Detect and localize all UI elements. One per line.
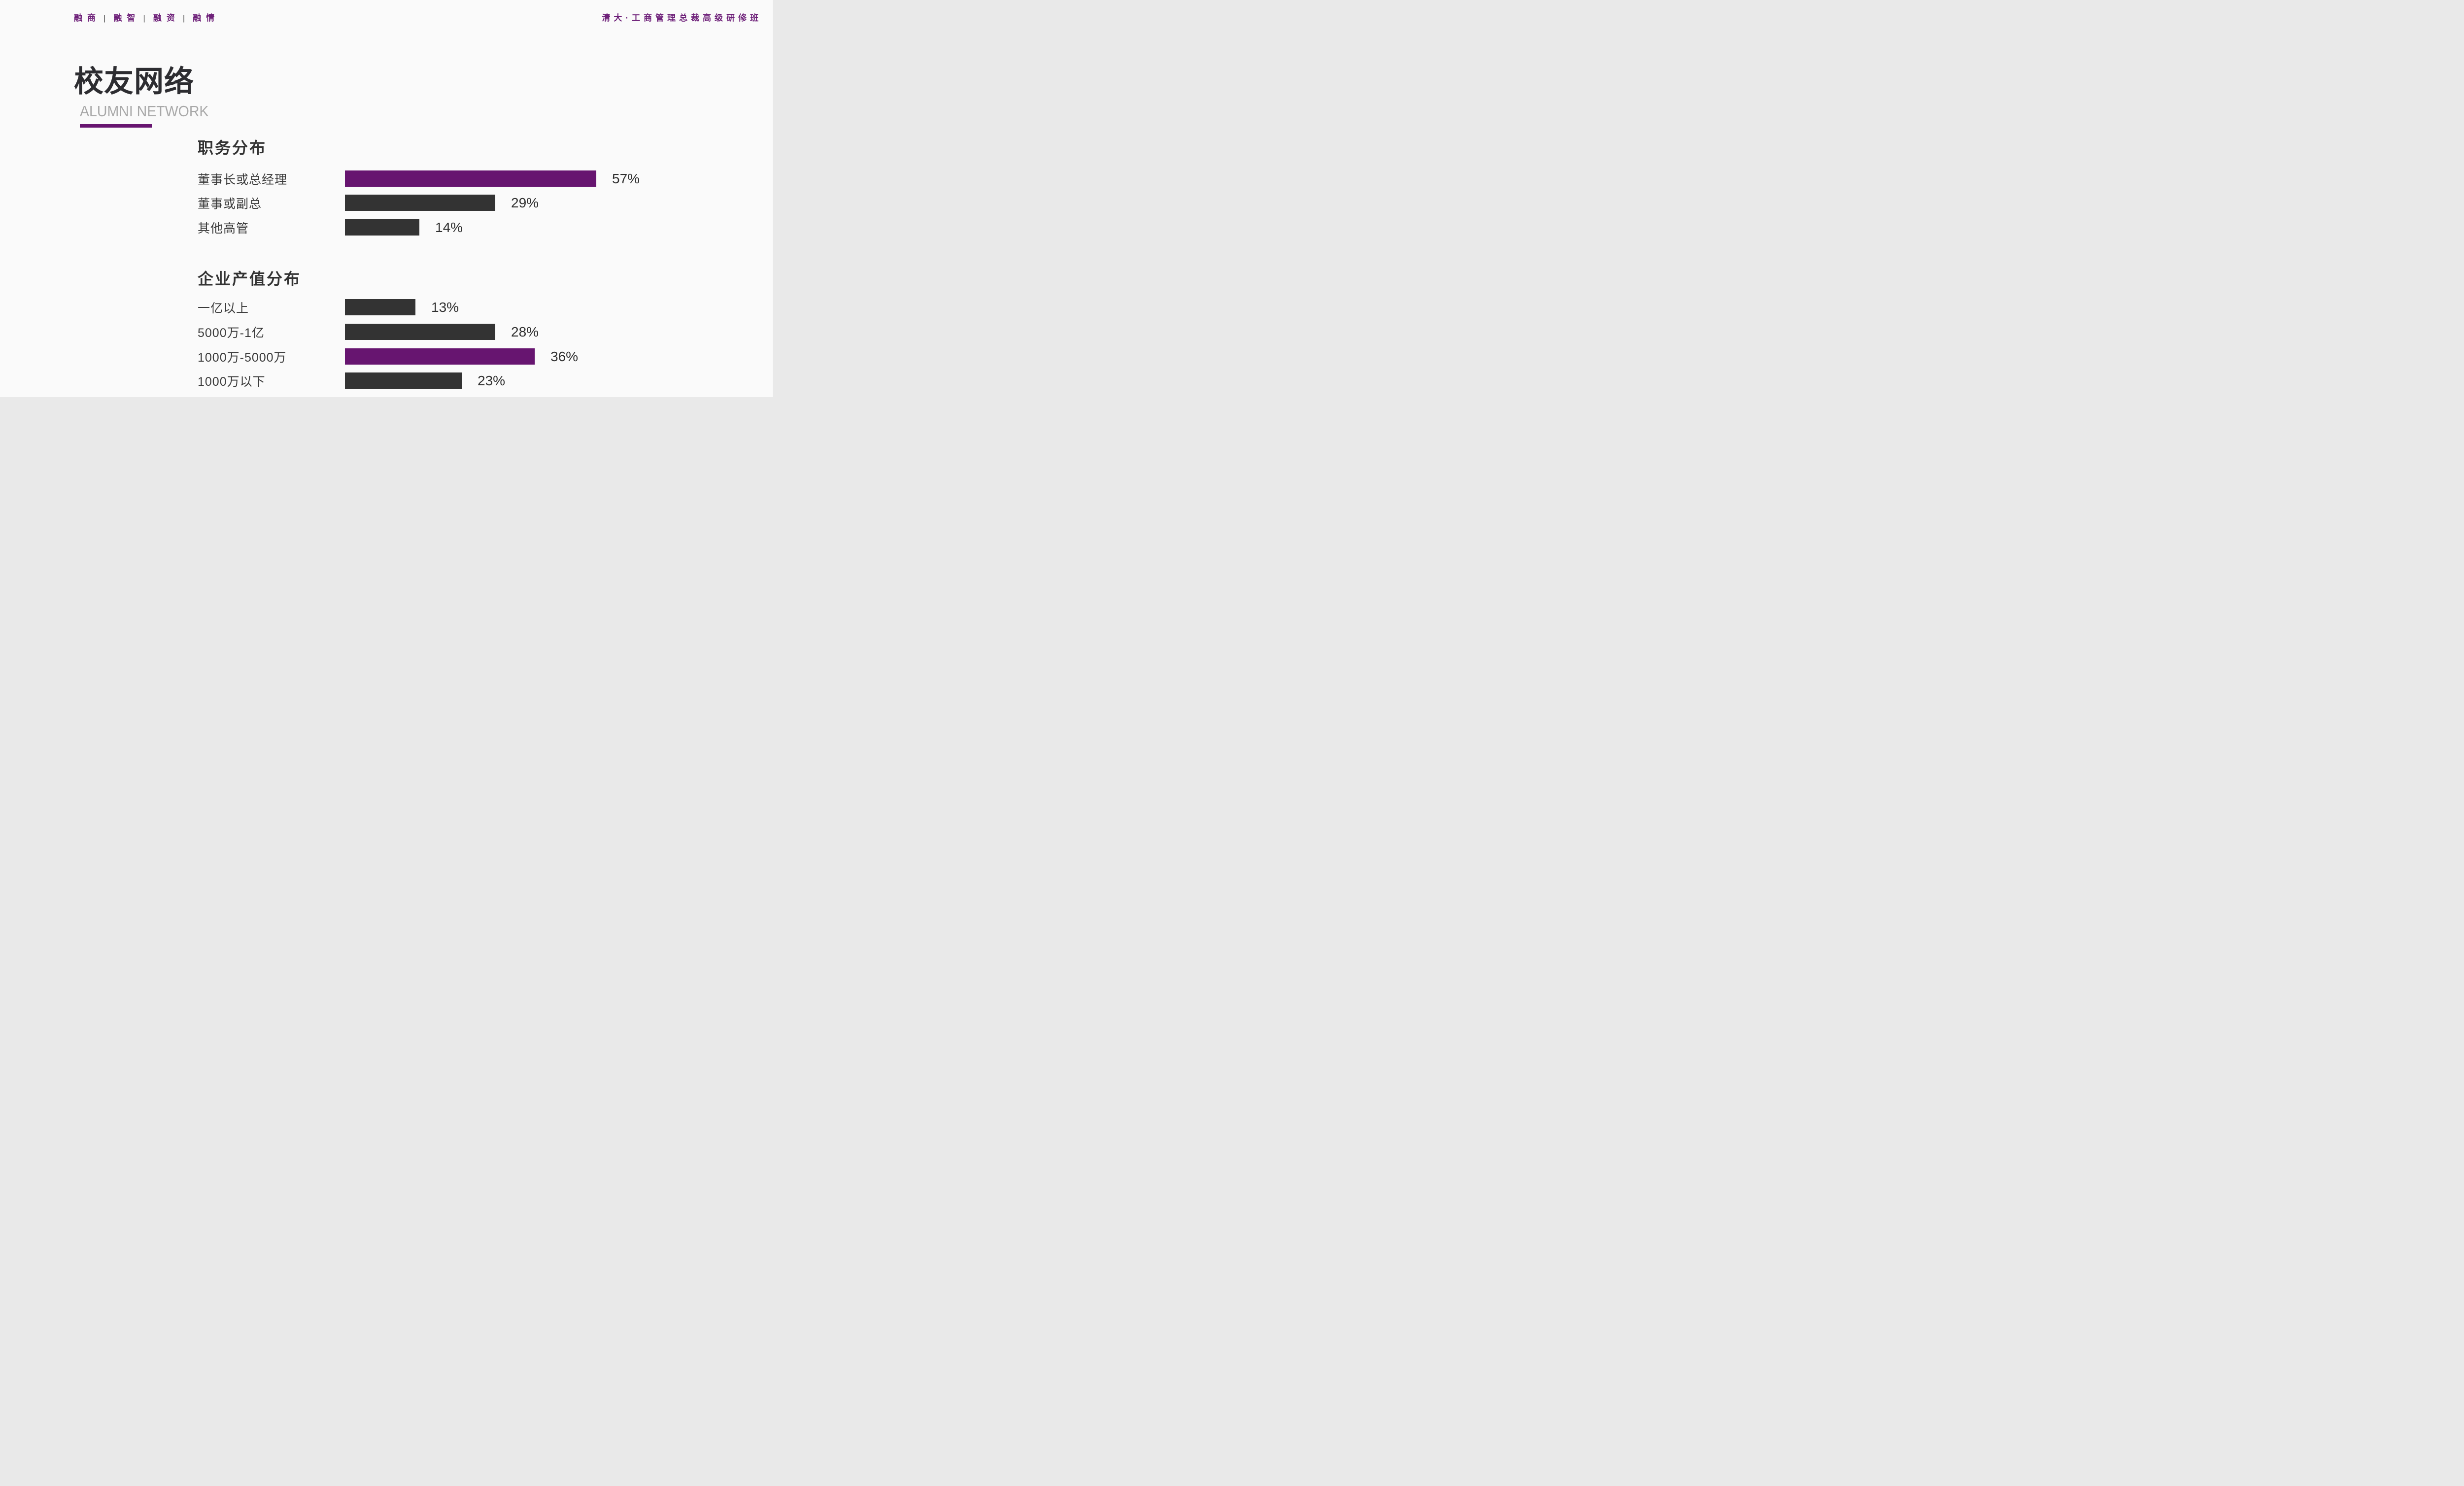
bar-row: 董事或副总 29%	[198, 195, 539, 211]
chart-section-position: 职务分布 董事长或总经理 57% 董事或副总 29% 其他高管 14%	[198, 138, 759, 246]
bar	[345, 219, 419, 236]
bar-category-label: 董事长或总经理	[198, 172, 288, 187]
bar-value-label: 14%	[435, 219, 463, 235]
bar-row: 其他高管 14%	[198, 219, 463, 236]
bar-value-label: 13%	[431, 299, 459, 315]
bar	[345, 324, 495, 340]
bar-value-label: 28%	[511, 324, 539, 339]
header-left: 融商 | 融智 | 融资 | 融情	[74, 11, 219, 23]
bar	[345, 348, 535, 365]
bar	[345, 372, 462, 389]
chart-section-output-value: 企业产值分布 一亿以上 13% 5000万-1亿 28% 1000万-5000万 36% 1…	[198, 269, 759, 392]
bar-row: 董事长或总经理 57%	[198, 170, 640, 187]
bar-category-label: 一亿以上	[198, 301, 249, 315]
title-underline	[80, 124, 152, 128]
bar-value-label: 23%	[478, 372, 506, 388]
bar-row: 一亿以上 13%	[198, 299, 459, 315]
header-separator: |	[143, 13, 145, 23]
bar	[345, 170, 596, 187]
page-subtitle: ALUMNI NETWORK	[80, 102, 209, 120]
page-title: 校友网络	[74, 65, 194, 98]
bar	[345, 299, 415, 315]
header-separator: |	[103, 13, 106, 23]
header-left-item: 融情	[193, 13, 220, 23]
bar-category-label: 1000万-5000万	[198, 350, 287, 365]
chart-title: 企业产值分布	[198, 270, 302, 288]
header-left-item: 融智	[113, 13, 140, 23]
header-separator: |	[182, 13, 185, 23]
slide: 融商 | 融智 | 融资 | 融情 清大·工商管理总裁高级研修班 校友网络 ALUMNI N…	[0, 0, 773, 397]
bar-category-label: 5000万-1亿	[198, 326, 265, 340]
header-left-item: 融资	[153, 13, 180, 23]
bar-row: 1000万以下 23%	[198, 372, 505, 389]
chart-title: 职务分布	[198, 139, 267, 157]
header-right: 清大·工商管理总裁高级研修班	[602, 13, 762, 23]
bar-value-label: 36%	[550, 348, 579, 364]
bar-row: 1000万-5000万 36%	[198, 348, 578, 365]
bar-row: 5000万-1亿 28%	[198, 324, 539, 340]
bar-category-label: 其他高管	[198, 221, 249, 236]
bar-value-label: 57%	[612, 170, 640, 186]
bar-category-label: 1000万以下	[198, 374, 266, 389]
bar-value-label: 29%	[511, 195, 539, 210]
bar-category-label: 董事或副总	[198, 197, 262, 211]
header-left-item: 融商	[74, 13, 101, 23]
bar	[345, 195, 495, 211]
